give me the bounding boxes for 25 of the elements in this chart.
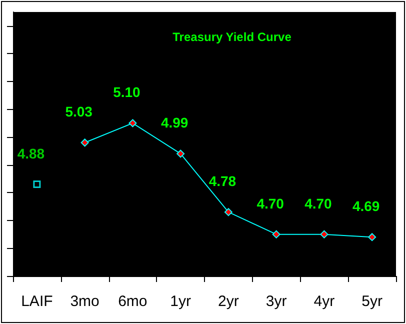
text: Treasury Yield Curve bbox=[172, 30, 292, 44]
x-tick-label: 5yr bbox=[362, 293, 382, 310]
data-label: 4.69 bbox=[352, 198, 380, 214]
point bbox=[33, 180, 41, 188]
x-tick-label: LAIF bbox=[21, 293, 53, 310]
data-label: 4.70 bbox=[304, 195, 332, 212]
point bbox=[176, 150, 185, 158]
x-tick-label: 2yr bbox=[218, 293, 239, 310]
data-label: 4.78 bbox=[208, 173, 236, 190]
point bbox=[80, 138, 89, 147]
x-tick-label: 3yr bbox=[266, 293, 287, 310]
data-label: 5.10 bbox=[113, 84, 141, 100]
x-tick-label: 4yr bbox=[314, 293, 335, 310]
data-label: 4.70 bbox=[256, 195, 284, 212]
point bbox=[368, 233, 376, 242]
data-label: 4.99 bbox=[160, 114, 188, 131]
point bbox=[272, 230, 280, 238]
point bbox=[224, 208, 232, 216]
x-tick-label: 1yr bbox=[170, 293, 191, 310]
x-tick-label: 3mo bbox=[70, 293, 100, 310]
data-label: 4.88 bbox=[17, 146, 45, 162]
point bbox=[320, 230, 328, 238]
point bbox=[128, 119, 137, 128]
data-label: 5.03 bbox=[65, 104, 93, 120]
x-tick-label: 6mo bbox=[118, 293, 148, 310]
